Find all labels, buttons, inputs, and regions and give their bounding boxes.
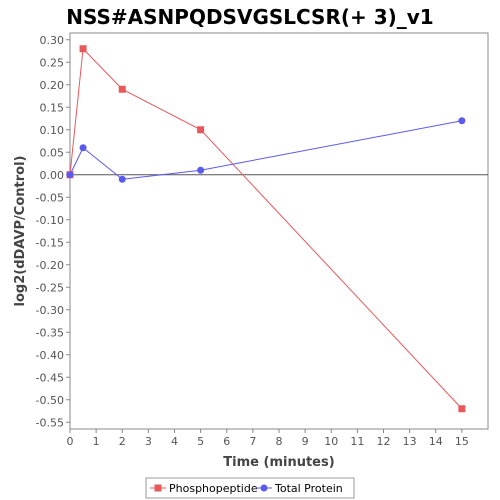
- y-tick-label: -0.25: [36, 281, 64, 294]
- x-tick-label: 10: [324, 435, 338, 448]
- y-tick-label: 0.00: [40, 169, 65, 182]
- y-axis-ticks: 0.30 0.25 0.20 0.15 0.10 0.05 0.00 -0.05 -0.10 -0…: [36, 34, 70, 429]
- total-protein-point: [118, 175, 126, 183]
- x-axis-title: Time (minutes): [223, 455, 334, 470]
- phosphopeptide-point: [197, 126, 205, 134]
- x-tick-label: 8: [276, 435, 283, 448]
- legend-total-protein-marker: [260, 484, 268, 492]
- x-tick-label: 13: [403, 435, 417, 448]
- y-tick-label: -0.30: [36, 304, 64, 317]
- y-tick-label: -0.15: [36, 236, 64, 249]
- y-tick-label: 0.15: [40, 101, 65, 114]
- y-tick-label: -0.40: [36, 349, 64, 362]
- legend-total-protein-label: Total Protein: [274, 482, 343, 495]
- total-protein-point: [197, 166, 205, 174]
- x-tick-label: 15: [455, 435, 469, 448]
- x-tick-label: 6: [223, 435, 230, 448]
- plot-area: [69, 32, 489, 430]
- y-tick-label: 0.05: [40, 146, 65, 159]
- x-tick-label: 11: [350, 435, 364, 448]
- series-layer: [66, 45, 466, 413]
- y-tick-label: 0.20: [40, 79, 65, 92]
- y-axis-title: log2(dDAVP/Control): [13, 156, 28, 307]
- x-tick-label: 5: [197, 435, 204, 448]
- x-tick-label: 4: [171, 435, 178, 448]
- y-tick-label: 0.25: [40, 56, 65, 69]
- y-tick-label: -0.55: [36, 416, 64, 429]
- total-protein-point: [458, 117, 466, 125]
- y-tick-label: -0.20: [36, 259, 64, 272]
- chart-title: NSS#ASNPQDSVGSLCSR(+ 3)_v1: [66, 5, 433, 29]
- phosphopeptide-point: [458, 405, 466, 413]
- legend: Phosphopeptide Total Protein: [145, 477, 355, 499]
- x-tick-label: 12: [377, 435, 391, 448]
- x-tick-label: 9: [302, 435, 309, 448]
- x-tick-label: 14: [429, 435, 443, 448]
- x-tick-label: 7: [249, 435, 256, 448]
- phosphopeptide-point: [79, 45, 87, 53]
- total-protein-point: [79, 144, 87, 152]
- x-tick-label: 1: [93, 435, 100, 448]
- y-tick-label: -0.50: [36, 394, 64, 407]
- total-protein-point: [66, 171, 74, 179]
- y-tick-label: -0.35: [36, 326, 64, 339]
- y-tick-label: 0.10: [40, 124, 65, 137]
- y-tick-label: 0.30: [40, 34, 65, 47]
- x-tick-label: 3: [145, 435, 152, 448]
- x-tick-label: 2: [119, 435, 126, 448]
- y-tick-label: -0.05: [36, 191, 64, 204]
- x-tick-label: 0: [67, 435, 74, 448]
- legend-box: [145, 477, 355, 499]
- y-tick-label: -0.10: [36, 214, 64, 227]
- phosphopeptide-point: [118, 85, 126, 93]
- legend-phosphopeptide-marker: [154, 484, 162, 492]
- x-axis-ticks: 0 1 2 3 4 5 6 7 8 9 10 11 12 13 14 15: [67, 429, 469, 448]
- legend-phosphopeptide-label: Phosphopeptide: [169, 482, 258, 495]
- y-tick-label: -0.45: [36, 371, 64, 384]
